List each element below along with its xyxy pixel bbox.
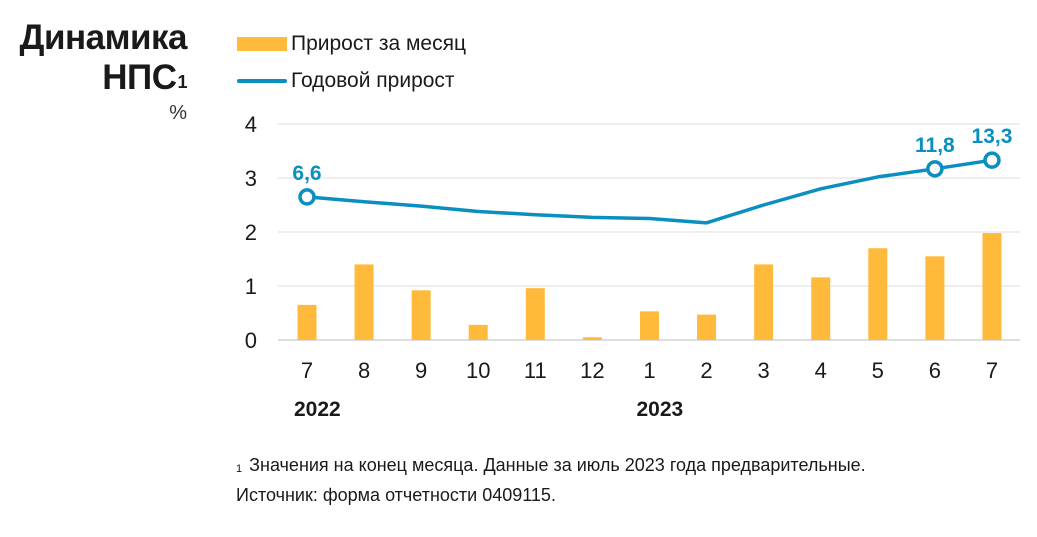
line-point-11 bbox=[926, 160, 944, 178]
x-tick-label-8: 3 bbox=[758, 358, 770, 383]
title-line-2: НПС1 bbox=[20, 58, 187, 98]
x-tick-label-4: 11 bbox=[524, 358, 547, 383]
bar-3 bbox=[468, 324, 488, 340]
bar-11 bbox=[925, 256, 945, 340]
bar-1 bbox=[354, 264, 374, 340]
legend-label-line: Годовой прирост bbox=[291, 68, 455, 92]
line-point-label-12: 13,3 bbox=[972, 125, 1013, 148]
bar-4 bbox=[525, 288, 545, 340]
y-tick-label-1: 1 bbox=[245, 274, 257, 299]
line-point-label-0: 6,6 bbox=[292, 162, 321, 185]
y-tick-label-0: 0 bbox=[245, 328, 257, 353]
legend: Прирост за месяц Годовой прирост bbox=[237, 25, 466, 99]
x-tick-label-12: 7 bbox=[986, 358, 998, 383]
x-tick-label-7: 2 bbox=[700, 358, 712, 383]
bar-7 bbox=[697, 314, 717, 340]
y-tick-label-4: 4 bbox=[245, 112, 257, 137]
y-tick-label-3: 3 bbox=[245, 166, 257, 191]
footnote-marker: 1 bbox=[236, 463, 243, 475]
x-tick-label-0: 7 bbox=[301, 358, 313, 383]
bar-2 bbox=[411, 290, 431, 340]
year-label-2023: 2023 bbox=[636, 398, 683, 421]
title-line-1: Динамика bbox=[19, 18, 188, 57]
bar-10 bbox=[868, 248, 888, 340]
x-tick-label-9: 4 bbox=[815, 358, 827, 383]
line-point-12 bbox=[983, 151, 1001, 169]
legend-swatch-bar bbox=[237, 36, 287, 51]
x-tick-label-3: 10 bbox=[466, 358, 490, 383]
line-point-0 bbox=[298, 188, 316, 206]
chart-title: Динамика НПС1 bbox=[19, 18, 188, 98]
line-series-annual bbox=[305, 158, 994, 225]
bar-9 bbox=[811, 277, 831, 340]
bar-5 bbox=[582, 337, 602, 340]
bar-12 bbox=[982, 233, 1002, 340]
bar-0 bbox=[297, 304, 317, 340]
x-tick-label-6: 1 bbox=[643, 358, 655, 383]
legend-swatch-line bbox=[237, 78, 287, 83]
footnote-line-1: 1 Значения на конец месяца. Данные за июл… bbox=[236, 450, 866, 480]
title-text-nps: НПС bbox=[102, 58, 177, 97]
bar-8 bbox=[754, 264, 774, 340]
footnote: 1 Значения на конец месяца. Данные за июл… bbox=[236, 450, 866, 510]
unit-label: % bbox=[169, 102, 187, 124]
legend-item-line: Годовой прирост bbox=[237, 62, 466, 99]
x-tick-label-11: 6 bbox=[929, 358, 941, 383]
x-tick-label-10: 5 bbox=[872, 358, 884, 383]
x-tick-label-1: 8 bbox=[358, 358, 370, 383]
legend-label-bar: Прирост за месяц bbox=[291, 31, 466, 55]
line-point-label-11: 11,8 bbox=[915, 134, 955, 157]
legend-item-bar: Прирост за месяц bbox=[237, 25, 466, 62]
year-label-2022: 2022 bbox=[294, 398, 341, 421]
bar-6 bbox=[639, 311, 659, 340]
footnote-line-2: Источник: форма отчетности 0409115. bbox=[236, 485, 556, 505]
y-tick-label-2: 2 bbox=[245, 220, 257, 245]
x-tick-label-5: 12 bbox=[580, 358, 604, 383]
title-footnote-marker: 1 bbox=[177, 72, 187, 92]
footnote-text-1: Значения на конец месяца. Данные за июль… bbox=[249, 455, 866, 475]
x-tick-label-2: 9 bbox=[415, 358, 427, 383]
